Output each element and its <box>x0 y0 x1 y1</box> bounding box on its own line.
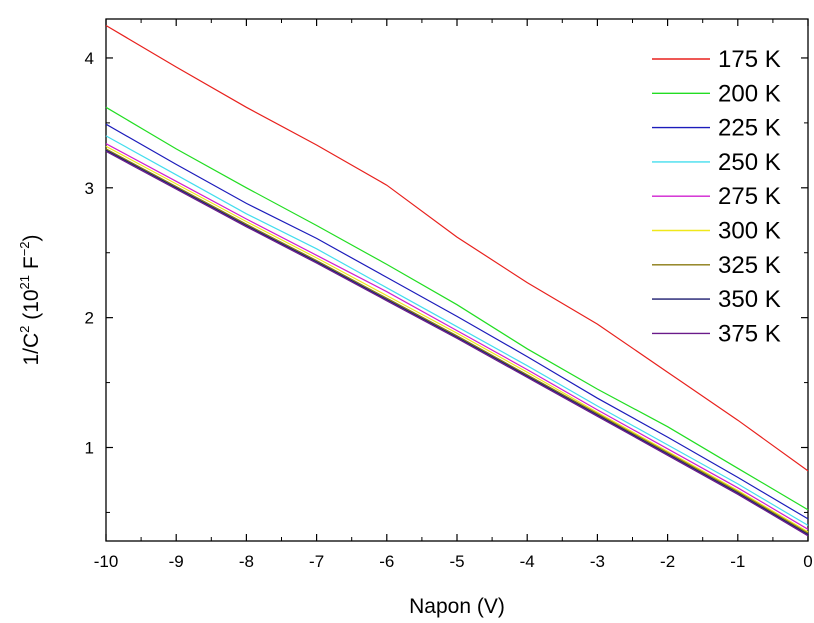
y-axis-title-exp3: −2 <box>17 241 32 256</box>
x-tick-label: -1 <box>730 552 745 571</box>
series-line-175-K <box>105 24 809 472</box>
legend-label: 200 K <box>718 80 781 107</box>
y-axis-title: 1/C2 (1021 F−2) <box>17 234 43 365</box>
legend-label: 325 K <box>718 252 781 279</box>
plot-frame <box>105 18 809 542</box>
x-axis-title: Napon (V) <box>409 595 505 618</box>
x-tick-label: -8 <box>239 552 254 571</box>
legend-label: 250 K <box>718 149 781 176</box>
series-line-225-K <box>105 123 809 520</box>
x-tick-label: 0 <box>803 552 812 571</box>
y-tick-label: 4 <box>85 49 94 68</box>
series-group <box>105 24 809 537</box>
x-tick-label: -6 <box>379 552 394 571</box>
series-line-200-K <box>105 106 809 511</box>
x-tick-label: -2 <box>660 552 675 571</box>
y-tick-label: 2 <box>85 309 94 328</box>
y-axis-title-base: 1/C <box>20 333 43 366</box>
series-line-300-K <box>105 145 809 533</box>
y-axis-title-exp2: 21 <box>17 275 32 289</box>
legend-label: 350 K <box>718 286 781 313</box>
legend-label: 275 K <box>718 183 781 210</box>
y-axis-title-exp1: 2 <box>17 326 32 333</box>
legend-label: 175 K <box>718 46 781 73</box>
x-tick-label: -10 <box>94 552 119 571</box>
y-tick-label: 1 <box>85 439 94 458</box>
y-axis-title-mid: (10 <box>20 289 43 325</box>
x-tick-label: -9 <box>169 552 184 571</box>
y-axis-title-end: ) <box>20 234 43 241</box>
series-line-325-K <box>105 148 809 534</box>
axis-ticks <box>105 19 809 541</box>
x-tick-label: -7 <box>309 552 324 571</box>
series-line-375-K <box>105 150 809 537</box>
y-tick-label: 3 <box>85 179 94 198</box>
x-tick-label: -3 <box>590 552 605 571</box>
legend-label: 225 K <box>718 115 781 142</box>
x-tick-label: -5 <box>449 552 464 571</box>
series-line-275-K <box>105 143 809 530</box>
legend-label: 375 K <box>718 320 781 347</box>
series-line-250-K <box>105 135 809 526</box>
series-line-350-K <box>105 149 809 536</box>
legend-label: 300 K <box>718 218 781 245</box>
legend: 175 K 200 K 225 K 250 K 275 K 300 K 325 K 350 K… <box>652 46 781 347</box>
y-axis-title-unit: F <box>20 256 43 275</box>
x-tick-label: -4 <box>520 552 535 571</box>
